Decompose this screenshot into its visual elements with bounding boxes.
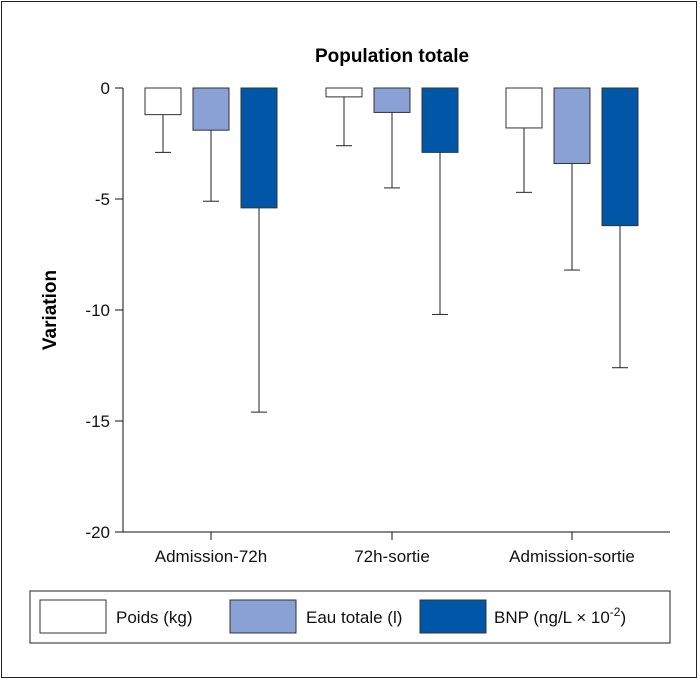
bar-2-1 xyxy=(421,87,459,153)
y-tick-label: 0 xyxy=(101,79,110,98)
bar-2-0 xyxy=(240,87,278,209)
bar-0-0 xyxy=(144,87,182,116)
legend-box xyxy=(29,590,671,644)
bar-1-2 xyxy=(553,87,591,164)
legend-label-poids: Poids (kg) xyxy=(116,608,193,627)
legend-swatch-bnp xyxy=(419,599,487,634)
legend: Poids (kg) Eau totale (l) BNP (ng/L × 10… xyxy=(29,590,671,644)
bar-1-0 xyxy=(192,87,230,131)
plot-area: 0 -5 -10 -15 -20 Admission-72h 72h-sortie Admis… xyxy=(85,79,670,566)
y-axis-label: Variation xyxy=(40,270,61,350)
x-tick-label: Admission-72h xyxy=(155,547,267,566)
legend-swatch-eau-totale xyxy=(229,599,297,634)
legend-swatch-poids xyxy=(39,599,107,634)
legend-label-bnp-main: BNP (ng/L × 10 xyxy=(494,608,610,627)
legend-label-bnp-sup: -2 xyxy=(610,605,621,619)
bar-0-1 xyxy=(325,87,363,98)
legend-label-eau-totale: Eau totale (l) xyxy=(306,608,402,627)
legend-label-bnp: BNP (ng/L × 10-2) xyxy=(494,605,626,627)
y-tick-label: -20 xyxy=(85,523,110,542)
x-tick-label: Admission-sortie xyxy=(509,547,635,566)
y-tick-label: -10 xyxy=(85,301,110,320)
legend-label-bnp-close: ) xyxy=(620,608,626,627)
chart-title: Population totale xyxy=(315,46,469,67)
y-tick-label: -15 xyxy=(85,412,110,431)
x-tick-label: 72h-sortie xyxy=(354,547,430,566)
bar-0-2 xyxy=(505,87,543,129)
y-tick-label: -5 xyxy=(95,190,110,209)
bar-2-2 xyxy=(601,87,639,227)
bar-1-1 xyxy=(373,87,411,113)
